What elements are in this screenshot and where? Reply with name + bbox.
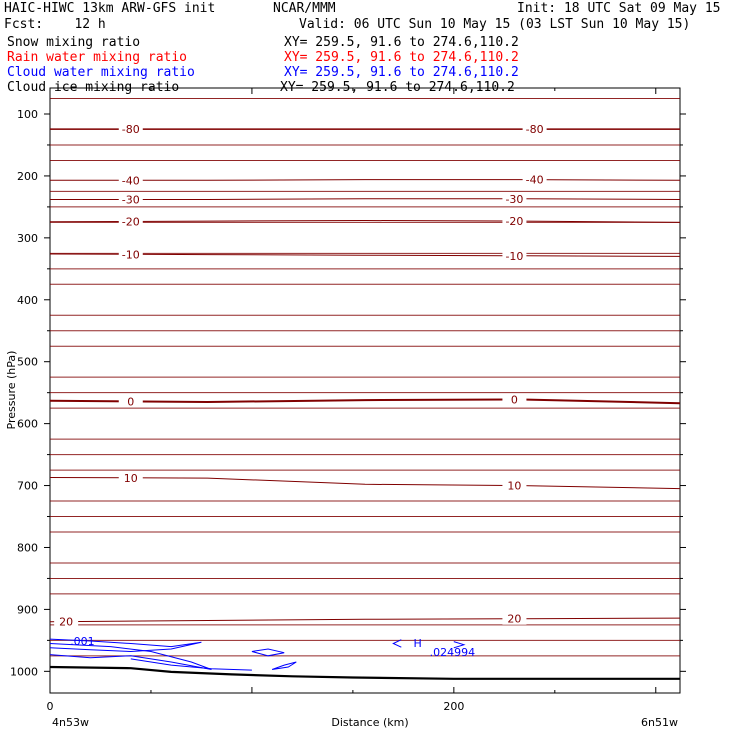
y-tick-label: 400 bbox=[17, 294, 38, 307]
isotherm-label-bg bbox=[118, 215, 143, 228]
cloud-water-label: .024994 bbox=[430, 646, 476, 659]
isotherm-label-bg bbox=[118, 248, 143, 261]
isotherm-label-bg bbox=[502, 393, 527, 406]
left-endpoint-label: 4n53w bbox=[52, 716, 89, 729]
model-title: HAIC-HIWC 13km ARW-GFS init bbox=[4, 1, 216, 16]
isotherm-label: -10 bbox=[505, 250, 523, 263]
cloud-water-contour bbox=[271, 661, 297, 670]
valid-time: Valid: 06 UTC Sun 10 May 15 (03 LST Sun … bbox=[299, 17, 691, 32]
isotherm-label: -80 bbox=[526, 123, 544, 136]
isobar-lines bbox=[50, 98, 680, 657]
y-tick-label: 300 bbox=[17, 232, 38, 245]
isotherm-label: -40 bbox=[526, 174, 544, 187]
y-tick-label: 500 bbox=[17, 356, 38, 369]
isotherm-label: -30 bbox=[122, 193, 140, 206]
high-marker-left bbox=[392, 639, 402, 648]
x-tick-label: 200 bbox=[443, 700, 464, 713]
isotherm-label-bg bbox=[118, 395, 143, 408]
cloud-water-label: H bbox=[413, 637, 421, 650]
y-tick-label: 800 bbox=[17, 541, 38, 554]
isotherm-label-bg bbox=[502, 192, 527, 205]
isotherm-label: 10 bbox=[507, 479, 521, 492]
isotherm-label-bg bbox=[522, 173, 547, 186]
isotherm-label-bg bbox=[118, 174, 143, 187]
y-tick-label: 1000 bbox=[10, 665, 38, 678]
isotherm-label: 10 bbox=[124, 472, 138, 485]
isotherm-label: -10 bbox=[122, 248, 140, 261]
forecast-hour: Fcst: 12 h bbox=[4, 17, 106, 32]
y-tick-label: 100 bbox=[17, 108, 38, 121]
isotherm-label-bg bbox=[118, 471, 143, 484]
y-tick-label: 900 bbox=[17, 603, 38, 616]
isotherm-label-bg bbox=[522, 122, 547, 135]
y-tick-label: 700 bbox=[17, 480, 38, 493]
isotherm-label: 0 bbox=[127, 395, 134, 408]
field-rain-xy: XY= 259.5, 91.6 to 274.6,110.2 bbox=[284, 50, 519, 65]
terrain-surface bbox=[49, 665, 680, 680]
field-cloudwater-name: Cloud water mixing ratio bbox=[7, 65, 195, 80]
plot-border bbox=[49, 87, 681, 694]
terrain-line bbox=[49, 665, 680, 680]
isotherm-label: -80 bbox=[122, 123, 140, 136]
right-endpoint-label: 6n51w bbox=[641, 716, 678, 729]
high-marker-right bbox=[453, 641, 466, 649]
isotherm-label: 20 bbox=[507, 613, 521, 626]
cloud-water-contour bbox=[49, 643, 212, 670]
cloud-water-contour bbox=[251, 648, 285, 657]
isotherm-line-0 bbox=[49, 398, 681, 405]
isotherm-line-20 bbox=[49, 617, 681, 623]
isotherm-line--10 bbox=[49, 253, 681, 257]
isotherm-label-bg bbox=[118, 193, 143, 206]
field-rain-name: Rain water mixing ratio bbox=[7, 50, 188, 65]
cloud-water-label: .001 bbox=[70, 635, 95, 648]
isotherm-label-bg bbox=[502, 215, 527, 228]
isotherm-label: 20 bbox=[59, 616, 73, 629]
x-axis-label: Distance (km) bbox=[331, 716, 408, 729]
isotherm-label-bg bbox=[54, 615, 79, 628]
field-snow-xy: XY= 259.5, 91.6 to 274.6,110.2 bbox=[284, 35, 519, 50]
isotherm-label-bg bbox=[502, 612, 527, 625]
isotherm-label: -30 bbox=[505, 193, 523, 206]
isotherm-label-bg bbox=[502, 249, 527, 262]
isotherm-label: 0 bbox=[511, 394, 518, 407]
field-cloudwater-xy: XY= 259.5, 91.6 to 274.6,110.2 bbox=[284, 65, 519, 80]
y-tick-label: 200 bbox=[17, 170, 38, 183]
isotherm-line--30 bbox=[50, 198, 681, 200]
isotherm-line--40 bbox=[50, 179, 681, 181]
cloud-water-contour bbox=[49, 638, 202, 653]
y-axis-label: Pressure (hPa) bbox=[5, 351, 18, 430]
isotherm-line--20 bbox=[49, 219, 681, 223]
isotherm-line-10 bbox=[49, 477, 681, 490]
field-snow-name: Snow mixing ratio bbox=[7, 35, 141, 50]
cloud-water-contour bbox=[130, 658, 252, 671]
isotherm-label-bg bbox=[502, 479, 527, 492]
org-label: NCAR/MMM bbox=[273, 1, 336, 16]
cloud-water-contours: .001 H .024994 bbox=[49, 635, 476, 671]
y-tick-label: 600 bbox=[17, 418, 38, 431]
field-cloudice-xy: XY= 259.5, 91.6 to 274.6,110.2 bbox=[280, 80, 515, 95]
isotherm-label: -20 bbox=[505, 215, 523, 228]
isotherm-label-bg bbox=[118, 122, 143, 135]
isotherm-label: -20 bbox=[122, 215, 140, 228]
x-tick-label: 0 bbox=[47, 700, 54, 713]
field-cloudice-name: Cloud ice mixing ratio bbox=[7, 80, 180, 95]
init-time: Init: 18 UTC Sat 09 May 15 bbox=[517, 1, 721, 16]
isotherm-label: -40 bbox=[122, 174, 140, 187]
plot-frame bbox=[49, 87, 681, 694]
